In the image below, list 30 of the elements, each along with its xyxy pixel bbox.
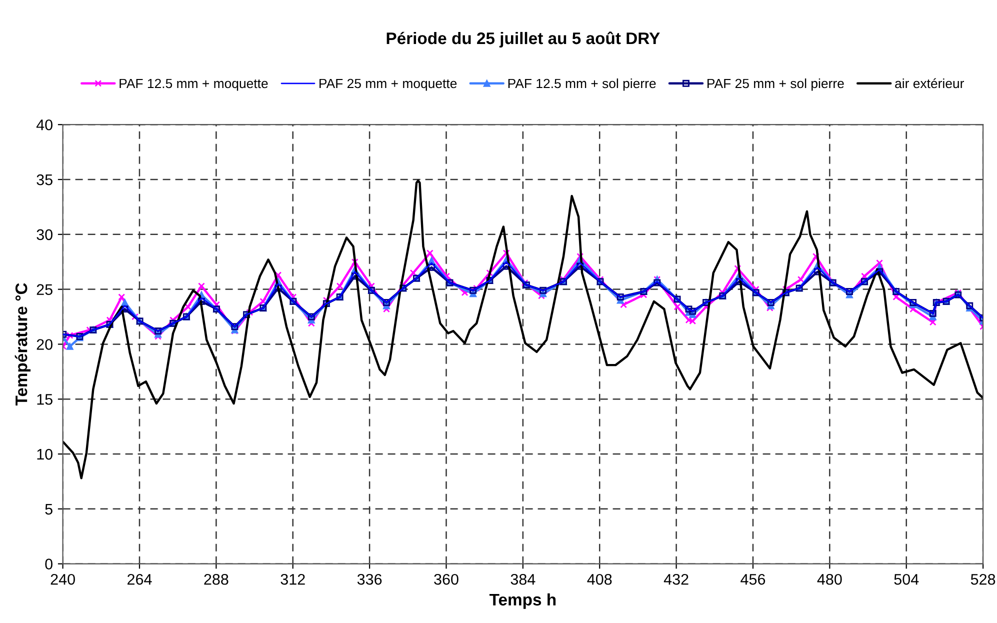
- x-tick-label: 528: [970, 574, 996, 585]
- y-tick-label: 0: [45, 558, 52, 570]
- x-tick-label: 480: [817, 574, 842, 585]
- y-tick-label: 15: [37, 394, 52, 405]
- legend-label: air extérieur: [895, 78, 964, 88]
- legend-label: PAF 12.5 mm + sol pierre: [508, 78, 656, 91]
- y-tick-label: 10: [37, 448, 52, 460]
- x-tick-label: 288: [204, 574, 228, 585]
- x-tick-label: 432: [664, 574, 688, 585]
- chart-title: Période du 25 juillet au 5 août DRY: [386, 32, 660, 48]
- x-tick-label: 360: [434, 574, 458, 585]
- x-tick-label: 312: [280, 574, 305, 585]
- x-axis-title: Temps h: [489, 593, 556, 609]
- x-tick-label: 336: [357, 574, 382, 585]
- x-tick-label: 408: [587, 574, 612, 585]
- y-tick-label: 30: [36, 229, 52, 240]
- legend-label: PAF 25 mm + moquette: [320, 78, 457, 91]
- x-tick-label: 456: [740, 574, 766, 585]
- legend-label: PAF 12.5 mm + moquette: [120, 78, 268, 91]
- x-tick-label: 240: [50, 574, 75, 585]
- x-tick-label: 504: [894, 574, 919, 585]
- y-axis-title: Température °C: [14, 283, 31, 406]
- x-tick-label: 384: [510, 574, 536, 585]
- y-tick-label: 5: [45, 504, 52, 515]
- y-tick-label: 25: [36, 284, 52, 295]
- y-tick-label: 20: [36, 339, 52, 350]
- y-tick-label: 35: [36, 174, 52, 186]
- x-tick-label: 264: [128, 574, 152, 585]
- y-tick-label: 40: [36, 119, 52, 130]
- legend-label: PAF 25 mm + sol pierre: [708, 78, 844, 91]
